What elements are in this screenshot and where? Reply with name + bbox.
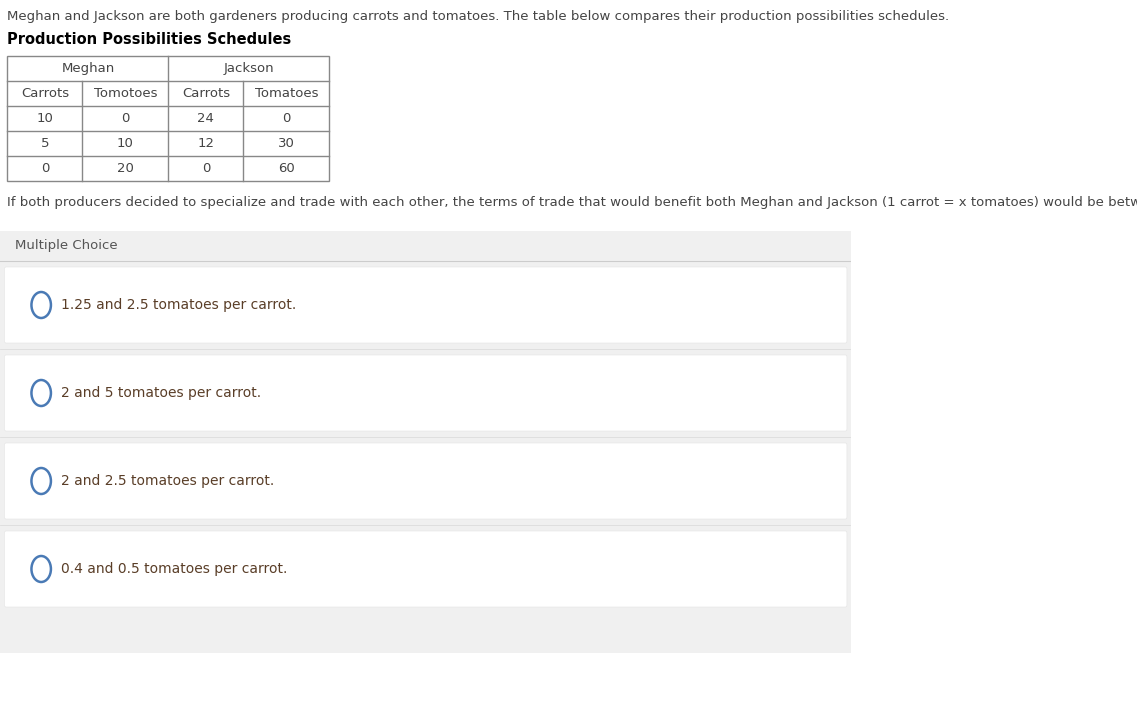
FancyBboxPatch shape	[5, 531, 847, 607]
Text: 1.25 and 2.5 tomatoes per carrot.: 1.25 and 2.5 tomatoes per carrot.	[61, 298, 297, 312]
Text: 0: 0	[282, 112, 291, 125]
Text: 0: 0	[201, 162, 210, 175]
Text: 5: 5	[41, 137, 49, 150]
FancyBboxPatch shape	[5, 355, 847, 431]
Text: Production Possibilities Schedules: Production Possibilities Schedules	[8, 32, 292, 47]
FancyBboxPatch shape	[8, 56, 330, 181]
Text: Carrots: Carrots	[182, 87, 230, 100]
Text: Jackson: Jackson	[224, 62, 274, 75]
Text: Tomotoes: Tomotoes	[93, 87, 157, 100]
FancyBboxPatch shape	[5, 443, 847, 519]
FancyBboxPatch shape	[0, 231, 852, 653]
Text: 20: 20	[117, 162, 134, 175]
Text: 0: 0	[41, 162, 49, 175]
Text: Meghan: Meghan	[61, 62, 115, 75]
Text: 60: 60	[279, 162, 294, 175]
Text: 10: 10	[36, 112, 53, 125]
Text: 2 and 5 tomatoes per carrot.: 2 and 5 tomatoes per carrot.	[61, 386, 262, 400]
Text: Meghan and Jackson are both gardeners producing carrots and tomatoes. The table : Meghan and Jackson are both gardeners pr…	[8, 10, 949, 23]
Text: Carrots: Carrots	[20, 87, 69, 100]
Text: 30: 30	[277, 137, 294, 150]
Text: 0: 0	[122, 112, 130, 125]
Text: 24: 24	[198, 112, 215, 125]
FancyBboxPatch shape	[5, 267, 847, 343]
Text: 10: 10	[117, 137, 134, 150]
Text: If both producers decided to specialize and trade with each other, the terms of : If both producers decided to specialize …	[8, 196, 1137, 209]
Text: 12: 12	[198, 137, 215, 150]
Text: Multiple Choice: Multiple Choice	[15, 239, 117, 252]
Text: 2 and 2.5 tomatoes per carrot.: 2 and 2.5 tomatoes per carrot.	[61, 474, 275, 488]
Text: Tomatoes: Tomatoes	[255, 87, 318, 100]
Text: 0.4 and 0.5 tomatoes per carrot.: 0.4 and 0.5 tomatoes per carrot.	[61, 562, 288, 576]
